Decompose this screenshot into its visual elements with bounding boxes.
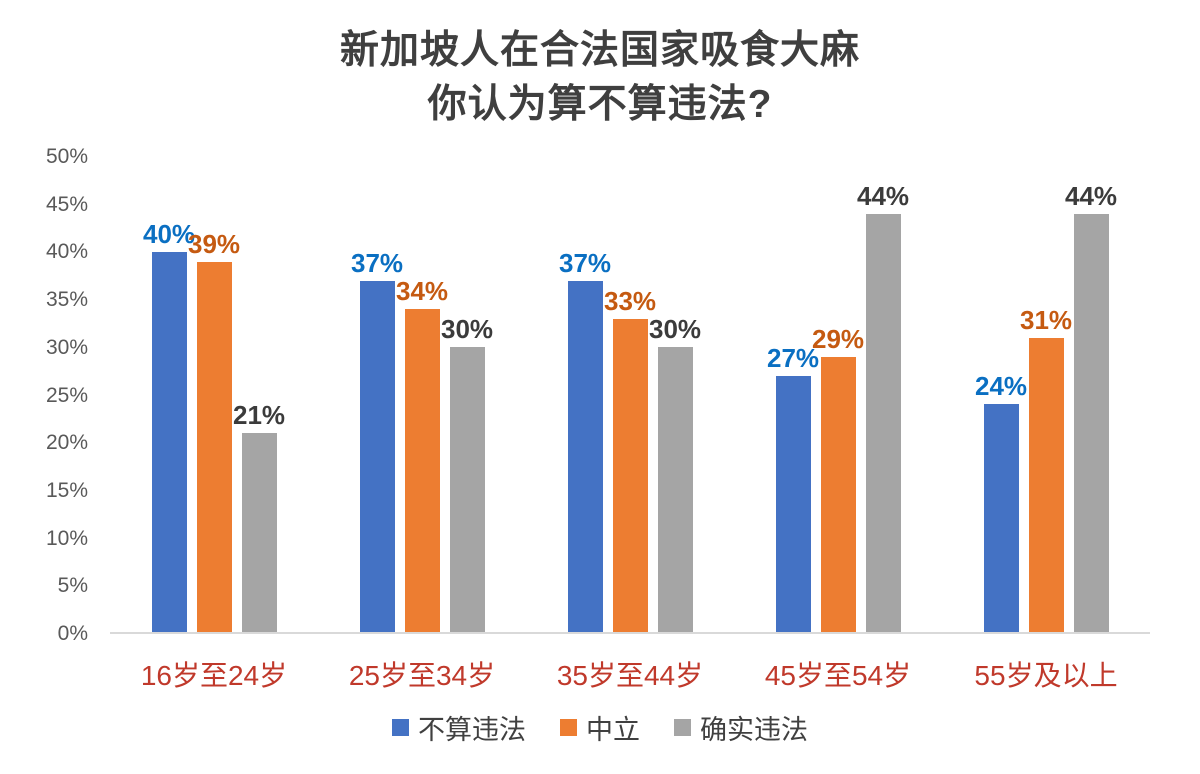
- y-tick: 35%: [45, 288, 88, 312]
- y-tick: 25%: [45, 383, 88, 407]
- y-tick: 20%: [45, 431, 88, 455]
- bar: [612, 318, 648, 632]
- bar: [775, 375, 811, 632]
- bar: [1028, 337, 1064, 632]
- x-category-label: 55岁及以上: [974, 660, 1118, 691]
- bar-group: 40% 39% 21%: [110, 157, 318, 632]
- bar-group: 37% 34% 30%: [318, 157, 526, 632]
- y-tick: 40%: [45, 240, 88, 264]
- y-tick: 0%: [57, 622, 88, 645]
- bar: [657, 347, 693, 632]
- bar-value-label: 21%: [232, 399, 286, 430]
- bar-column: 27%: [767, 157, 819, 632]
- legend-item: 确实违法: [674, 708, 808, 747]
- bar: [567, 280, 603, 632]
- chart-title: 新加坡人在合法国家吸食大麻 你认为算不算违法?: [0, 24, 1200, 132]
- y-tick: 15%: [45, 478, 88, 502]
- legend-label: 中立: [586, 715, 640, 745]
- bar-value-label: 29%: [811, 323, 865, 354]
- bar-column: 33%: [604, 157, 656, 632]
- bar-value-label: 39%: [187, 228, 241, 259]
- bar-column: 44%: [857, 157, 909, 632]
- y-tick: 45%: [45, 192, 88, 216]
- bar-value-label: 44%: [1064, 181, 1118, 211]
- bar: [983, 404, 1019, 632]
- bar-group: 24% 31% 44%: [942, 157, 1150, 632]
- bar-column: 37%: [351, 157, 403, 632]
- bar: [404, 309, 440, 632]
- y-axis: 50% 45% 40% 35% 30% 25% 20% 15% 10% 5% 0%: [0, 145, 88, 645]
- bar-value-label: 27%: [766, 342, 820, 373]
- x-axis: 16岁至24岁 25岁至34岁 35岁至44岁 45岁至54岁 55岁及以上: [110, 654, 1150, 694]
- bar: [865, 214, 901, 632]
- bar-column: 21%: [233, 157, 285, 632]
- x-category-label: 16岁至24岁: [140, 660, 288, 691]
- bar: [241, 432, 277, 632]
- x-category-label: 45岁至54岁: [764, 660, 912, 691]
- bar-value-label: 30%: [440, 314, 494, 344]
- bar-column: 31%: [1020, 157, 1072, 632]
- bar: [1073, 214, 1109, 632]
- legend: 不算违法 中立 确实违法: [0, 708, 1200, 747]
- bar-column: 30%: [441, 157, 493, 632]
- bar-group: 37% 33% 30%: [526, 157, 734, 632]
- legend-item: 中立: [560, 708, 640, 747]
- bar-value-label: 40%: [142, 219, 196, 249]
- chart-title-line1: 新加坡人在合法国家吸食大麻: [339, 29, 860, 72]
- bar: [449, 347, 485, 632]
- bar-column: 30%: [649, 157, 701, 632]
- x-category-label: 35岁至44岁: [556, 660, 704, 691]
- y-tick: 10%: [45, 526, 88, 550]
- legend-swatch-icon: [560, 719, 577, 736]
- legend-label: 不算违法: [418, 715, 526, 745]
- bar-value-label: 24%: [974, 371, 1028, 401]
- bar: [151, 252, 187, 632]
- y-tick: 30%: [45, 335, 88, 359]
- bar-value-label: 37%: [558, 247, 612, 278]
- x-category-label: 25岁至34岁: [348, 660, 496, 691]
- bar: [820, 356, 856, 632]
- legend-item: 不算违法: [392, 708, 526, 747]
- bar-value-label: 37%: [350, 247, 404, 278]
- bar-column: 34%: [396, 157, 448, 632]
- bar: [196, 261, 232, 632]
- bar-group: 27% 29% 44%: [734, 157, 942, 632]
- bar-column: 40%: [143, 157, 195, 632]
- bar-column: 37%: [559, 157, 611, 632]
- bar-column: 39%: [188, 157, 240, 632]
- bar-value-label: 34%: [395, 276, 449, 306]
- bar-value-label: 30%: [648, 314, 702, 344]
- bar-value-label: 44%: [856, 181, 910, 211]
- bar-column: 24%: [975, 157, 1027, 632]
- y-tick: 5%: [57, 574, 88, 598]
- legend-swatch-icon: [392, 719, 409, 736]
- plot-area: 40% 39% 21% 37% 34% 30% 37% 33% 30% 27% 29% 44% 24% 3…: [110, 157, 1150, 634]
- chart-title-line2: 你认为算不算违法?: [427, 82, 773, 126]
- legend-swatch-icon: [674, 719, 691, 736]
- bar-column: 29%: [812, 157, 864, 632]
- legend-label: 确实违法: [700, 715, 808, 745]
- bar-column: 44%: [1065, 157, 1117, 632]
- bar: [359, 280, 395, 632]
- bar-value-label: 31%: [1019, 304, 1073, 335]
- y-tick: 50%: [45, 145, 88, 168]
- bar-value-label: 33%: [603, 285, 657, 316]
